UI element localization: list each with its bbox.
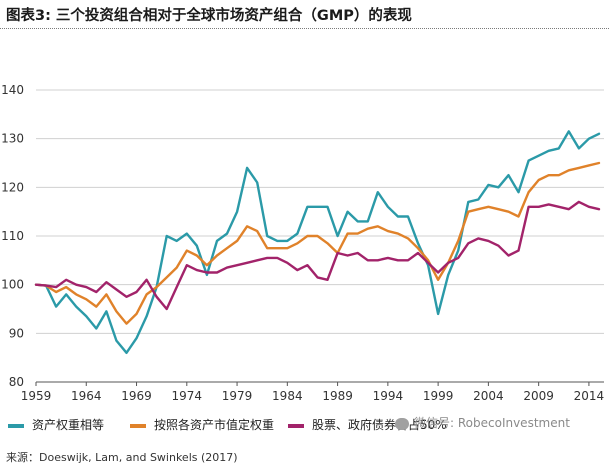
legend-swatch-teal (8, 423, 24, 428)
x-tick-label: 1989 (322, 389, 353, 403)
wechat-watermark: 微信号: RobecoInvestment (395, 414, 570, 431)
series-line-1 (34, 161, 601, 325)
y-tick-label: 80 (9, 375, 24, 389)
chart-legend: 资产权重相等 按照各资产市值定权重 股票、政府债券各占50% (0, 412, 609, 436)
chart-title: 图表3: 三个投资组合相对于全球市场资产组合（GMP）的表现 (6, 8, 412, 24)
y-tick-label: 100 (1, 278, 24, 292)
x-tick-label: 2014 (574, 389, 605, 403)
source-note: 来源：Doeswijk, Lam, and Swinkels (2017) (6, 451, 238, 464)
y-tick-label: 120 (1, 180, 24, 194)
x-tick-label: 2009 (523, 389, 554, 403)
legend-label: 股票、政府债券各占50% (312, 418, 447, 432)
legend-swatch-orange (130, 423, 146, 428)
x-tick-label: 1969 (121, 389, 152, 403)
x-tick-label: 1959 (21, 389, 52, 403)
legend-swatch-magenta (288, 423, 304, 428)
x-tick-label: 1984 (272, 389, 303, 403)
y-tick-label: 90 (9, 326, 24, 340)
wechat-icon (395, 417, 409, 430)
y-tick-label: 130 (1, 132, 24, 146)
x-tick-label: 1974 (172, 389, 203, 403)
y-tick-label: 140 (1, 83, 24, 97)
line-chart: 80 90 100 110 120 130 140 1959 1964 1969 1974 1979 1… (1, 83, 605, 403)
legend-item-50-50: 股票、政府债券各占50% (288, 416, 447, 433)
legend-item-equal-weight: 资产权重相等 (8, 416, 104, 433)
title-divider (0, 28, 609, 29)
x-tick-label: 2004 (473, 389, 504, 403)
legend-label: 按照各资产市值定权重 (154, 418, 275, 432)
x-tick-label: 1979 (222, 389, 253, 403)
x-tick-label: 1994 (373, 389, 404, 403)
x-tick-label: 1964 (71, 389, 102, 403)
legend-item-market-cap: 按照各资产市值定权重 (130, 416, 274, 433)
series-line-2 (34, 200, 601, 311)
watermark-text: 微信号: RobecoInvestment (414, 416, 570, 430)
y-tick-label: 110 (1, 229, 24, 243)
legend-label: 资产权重相等 (32, 418, 105, 432)
series-line-0 (34, 130, 601, 354)
x-tick-label: 1999 (423, 389, 454, 403)
